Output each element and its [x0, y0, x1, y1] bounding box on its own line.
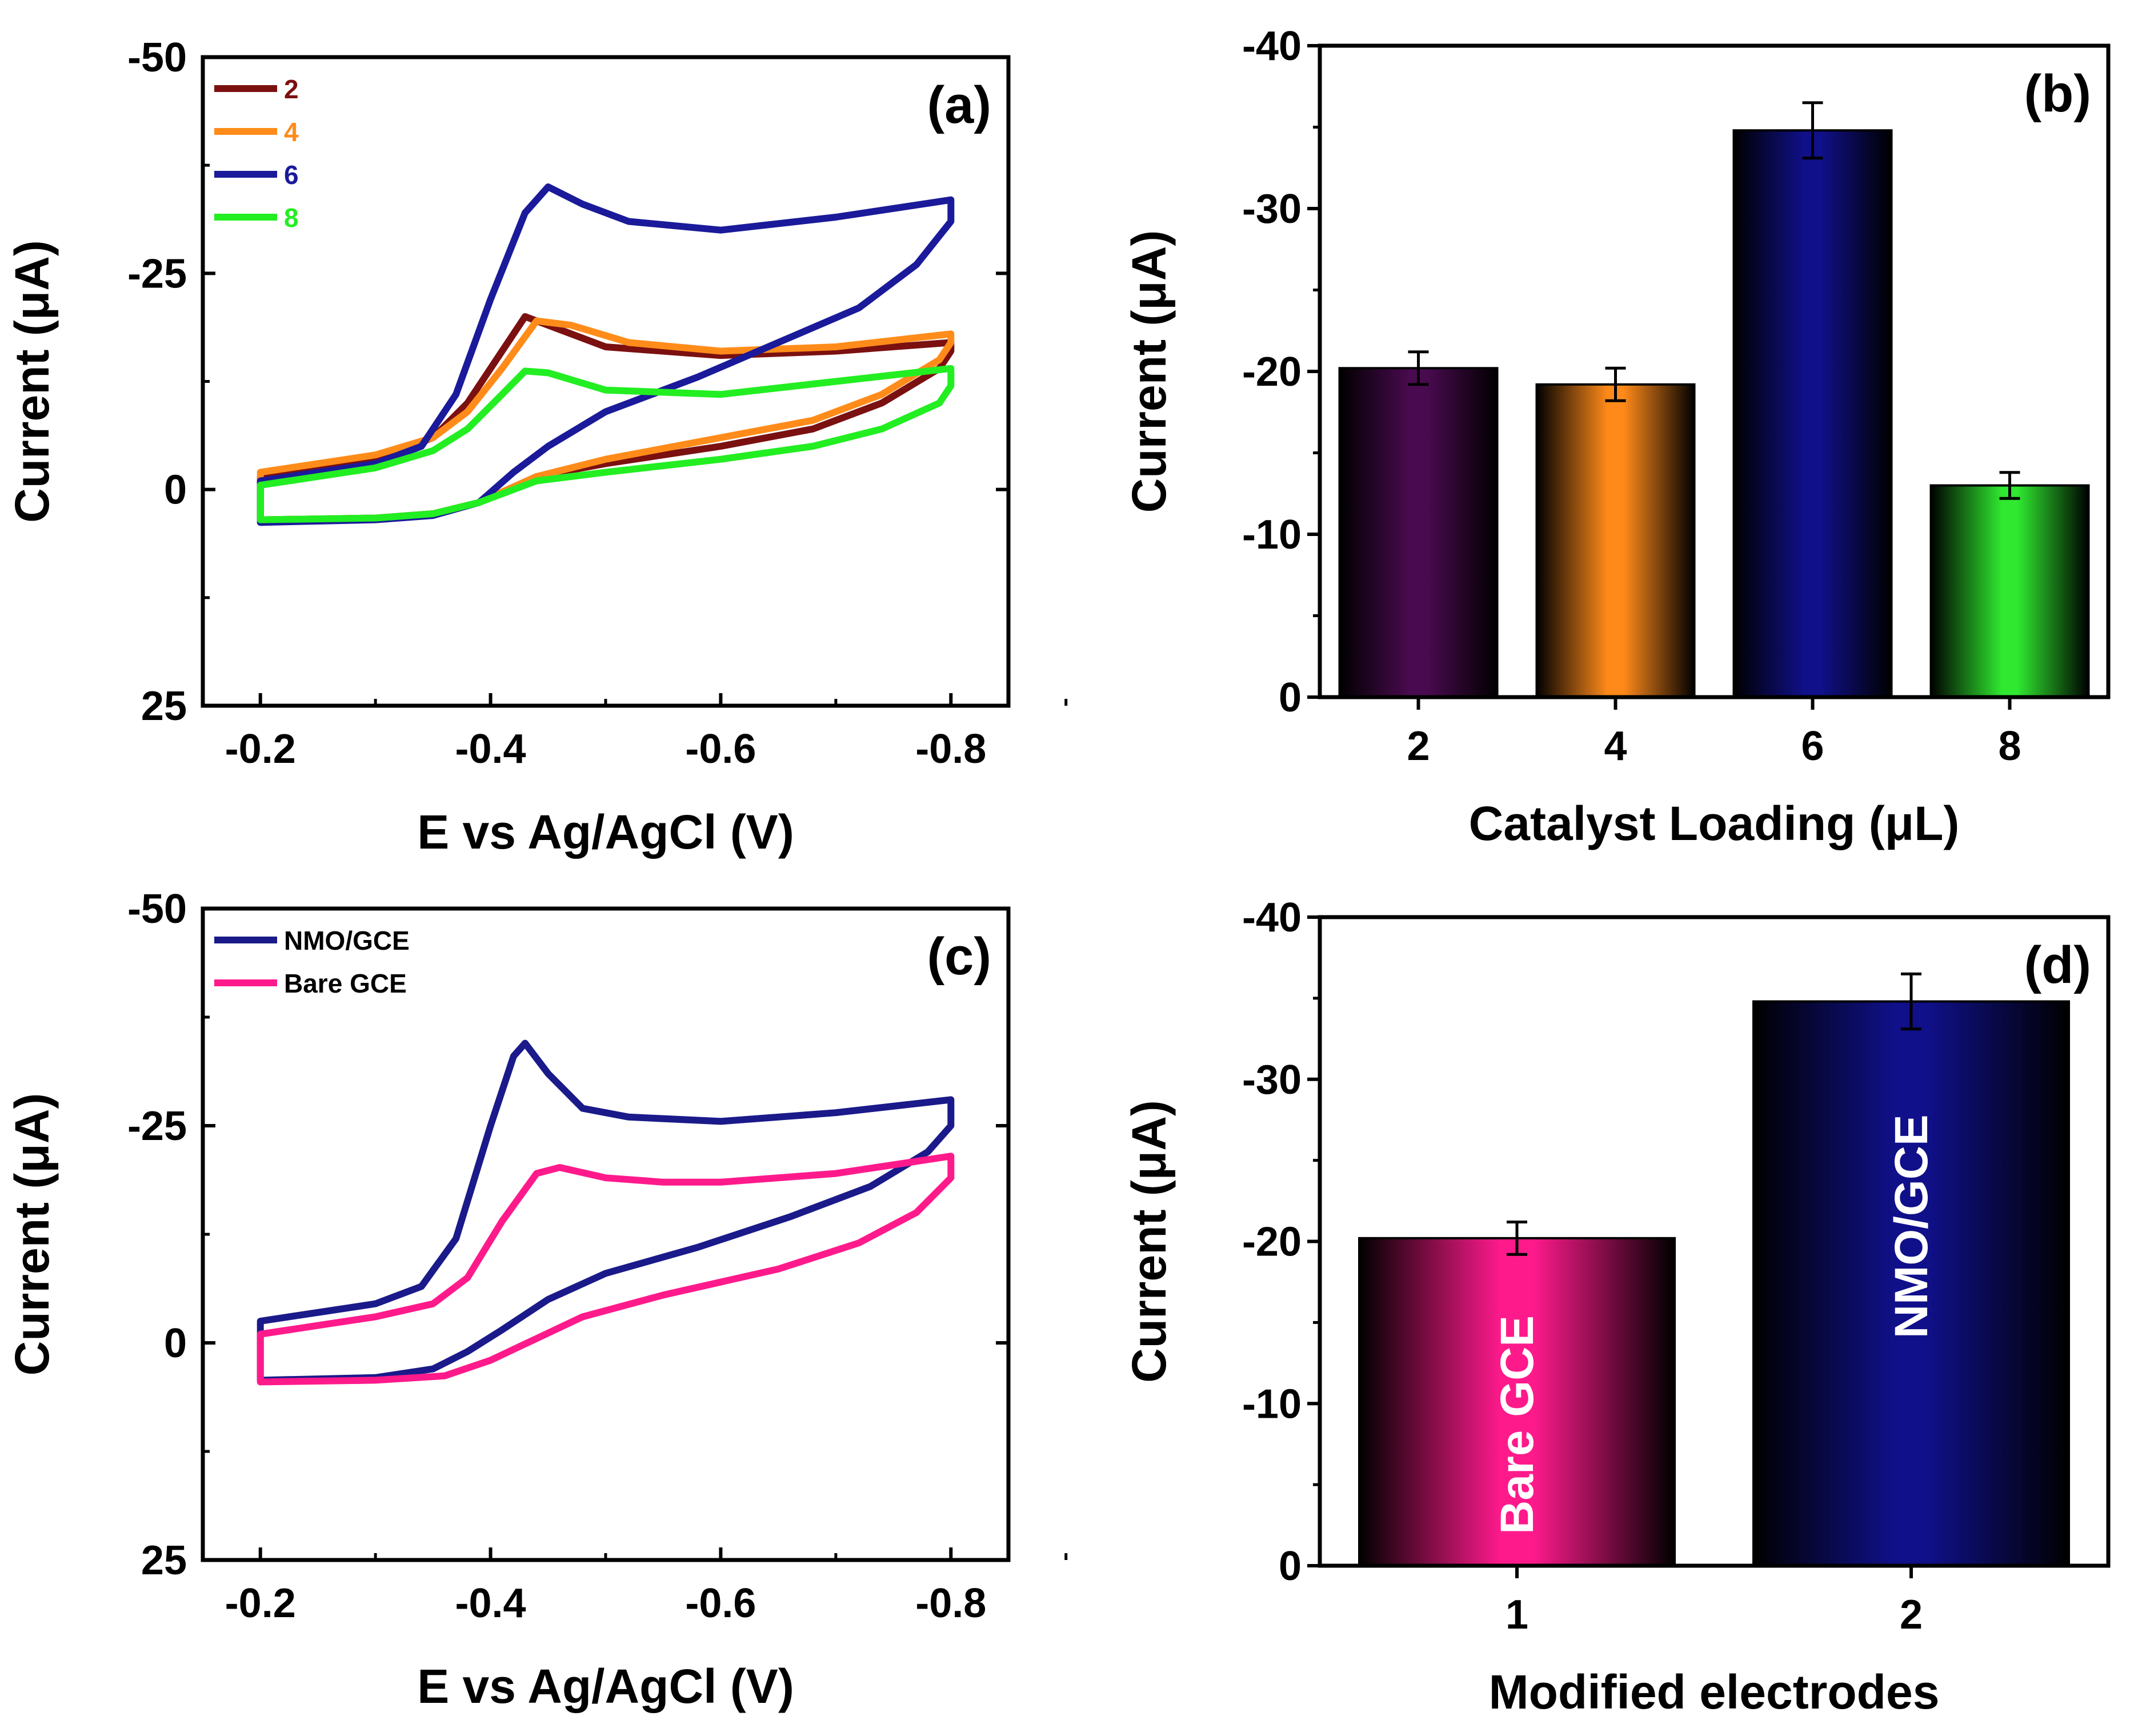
y-tick-label: -25	[127, 1103, 187, 1149]
x-tick-label: 1	[1506, 1592, 1528, 1638]
y-tick-label: -30	[1242, 186, 1302, 232]
chart-panel-b: 2 4 6 8 -40 -30 -20 -10 0 (b) Catalyst Loading (μL…	[1122, 23, 2111, 850]
y-tick-label: -50	[127, 886, 187, 932]
x-tick-label: -0.4	[455, 726, 526, 772]
y-tick-label: -40	[1242, 23, 1302, 69]
y-tick-label: 0	[1279, 675, 1302, 721]
y-tick-label: -30	[1242, 1057, 1302, 1103]
bar-label: Bare GCE	[1491, 1315, 1543, 1534]
bar	[1732, 129, 1893, 698]
panel-label: (a)	[927, 76, 991, 134]
legend-entry: 4	[284, 117, 299, 147]
y-axis-label-2: Current (μA)	[5, 1093, 59, 1376]
chart-panel-c: -50 -25 0 25 -0.2 -0.4 -0.6 -0.8 NMO/GCE Bare GCE…	[5, 886, 1068, 1713]
bar	[1358, 1237, 1676, 1567]
x-tick-label: 8	[1998, 723, 2021, 769]
y-tick-label: 0	[1279, 1543, 1302, 1589]
x-tick-label: -0.6	[685, 1581, 756, 1626]
legend-entry: 8	[284, 203, 299, 233]
y-tick-label: -50	[127, 35, 187, 81]
legend-entry: 6	[284, 160, 299, 190]
x-tick-label: -0.8	[915, 726, 986, 772]
x-axis-label: Catalyst Loading (μL)	[1469, 797, 1960, 850]
y-tick-label: 25	[141, 1538, 187, 1583]
y-tick-label: -25	[127, 251, 187, 297]
x-tick-label: -0.2	[225, 1581, 296, 1626]
panel-label: (c)	[927, 927, 991, 986]
y-axis-label-1: Current (μA)	[1122, 230, 1176, 513]
bar	[1929, 484, 2090, 698]
bar	[1535, 383, 1696, 698]
x-tick-label: -0.6	[685, 726, 756, 772]
y-tick-label: -20	[1242, 349, 1302, 395]
y-axis-label-0: Current (μA)	[5, 240, 59, 523]
x-axis-label: Modified electrodes	[1489, 1665, 1940, 1719]
y-tick-label: 25	[141, 683, 187, 729]
bar	[1338, 367, 1499, 698]
y-tick-label: -10	[1242, 1381, 1302, 1427]
legend-entry: Bare GCE	[284, 969, 407, 998]
series-line-8	[257, 365, 955, 523]
x-tick-label: 2	[1900, 1592, 1923, 1638]
x-tick-label: -0.4	[455, 1581, 526, 1626]
chart-panel-d: 1 Bare GCE 2 NMO/GCE -40 -30 -20 -10 0 (d) Modifie…	[1122, 895, 2111, 1719]
plot-frame-2	[201, 906, 1011, 1562]
x-tick-label: 2	[1407, 723, 1430, 769]
panel-label: (d)	[2024, 936, 2091, 994]
chart-panel-a: -50 -25 0 25 -0.2 -0.4 -0.6 -0.8 2 4 6 8 (a) E vs Ag/…	[5, 35, 1068, 859]
x-axis-label: E vs Ag/AgCl (V)	[417, 805, 794, 859]
x-tick-label: -0.2	[225, 726, 296, 772]
y-axis-label-3: Current (μA)	[1122, 1100, 1176, 1383]
series-line-bare-gce	[257, 1153, 955, 1386]
legend-entry: 2	[284, 74, 299, 104]
legend-entry: NMO/GCE	[284, 926, 410, 955]
x-tick-label: -0.8	[915, 1581, 986, 1626]
panel-label: (b)	[2024, 65, 2091, 123]
bar	[1752, 1000, 2070, 1567]
plot-frame-0	[201, 55, 1011, 708]
y-tick-label: -10	[1242, 512, 1302, 558]
y-tick-label: -20	[1242, 1219, 1302, 1265]
x-axis-label: E vs Ag/AgCl (V)	[417, 1659, 794, 1713]
series-line-nmo-gce	[257, 1039, 955, 1384]
x-tick-label: 6	[1801, 723, 1824, 769]
y-tick-label: 0	[164, 467, 187, 513]
y-tick-label: -40	[1242, 895, 1302, 941]
y-tick-label: 0	[164, 1321, 187, 1366]
bar-label: NMO/GCE	[1885, 1114, 1937, 1338]
x-tick-label: 4	[1604, 723, 1627, 769]
